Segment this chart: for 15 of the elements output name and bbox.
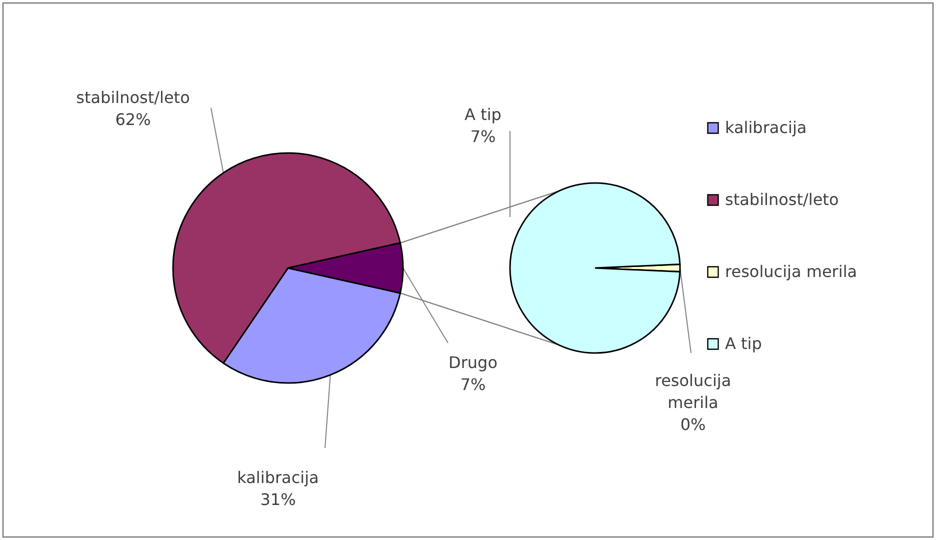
data-label: 62% xyxy=(115,110,151,129)
data-label: 7% xyxy=(460,375,486,394)
data-label: 31% xyxy=(260,490,296,509)
legend-label: A tip xyxy=(725,334,762,353)
data-label: 0% xyxy=(680,415,706,434)
slice-label: Drugo xyxy=(448,353,498,372)
legend-label: kalibracija xyxy=(725,118,807,137)
slice-label: stabilnost/leto xyxy=(76,88,190,107)
pie-slice xyxy=(509,182,681,354)
slice-label: kalibracija xyxy=(237,468,319,487)
data-label: 7% xyxy=(470,127,496,146)
slice-label: A tip xyxy=(464,105,502,124)
slice-label: resolucija merila xyxy=(654,371,732,412)
legend-label: resolucija merila xyxy=(725,262,858,281)
legend-label: stabilnost/leto xyxy=(725,190,839,209)
